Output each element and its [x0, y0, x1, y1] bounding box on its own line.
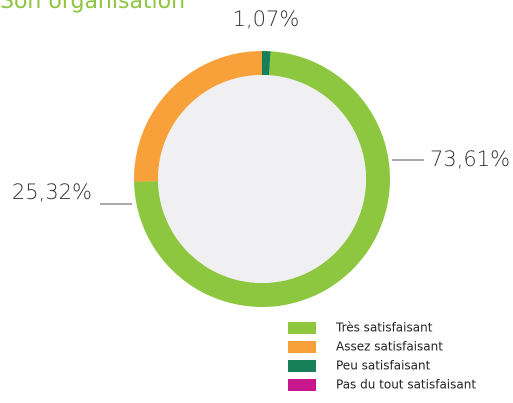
legend-swatch: [288, 379, 316, 391]
value-label: 1,07%: [233, 7, 300, 31]
legend-swatch: [288, 322, 316, 334]
slice: [133, 51, 262, 182]
legend-swatch: [288, 341, 316, 353]
legend-label: Peu satisfaisant: [336, 359, 431, 373]
slice: [261, 51, 271, 76]
donut-hole: [158, 75, 366, 283]
legend-label: Assez satisfaisant: [336, 340, 443, 354]
legend-label: Très satisfaisant: [335, 321, 433, 335]
legend-label: Pas du tout satisfaisant: [336, 378, 476, 392]
legend-swatch: [288, 360, 316, 372]
value-label: 25,32%: [12, 180, 92, 204]
value-label: 73,61%: [430, 147, 510, 171]
chart-title: Son organisation: [0, 0, 185, 14]
